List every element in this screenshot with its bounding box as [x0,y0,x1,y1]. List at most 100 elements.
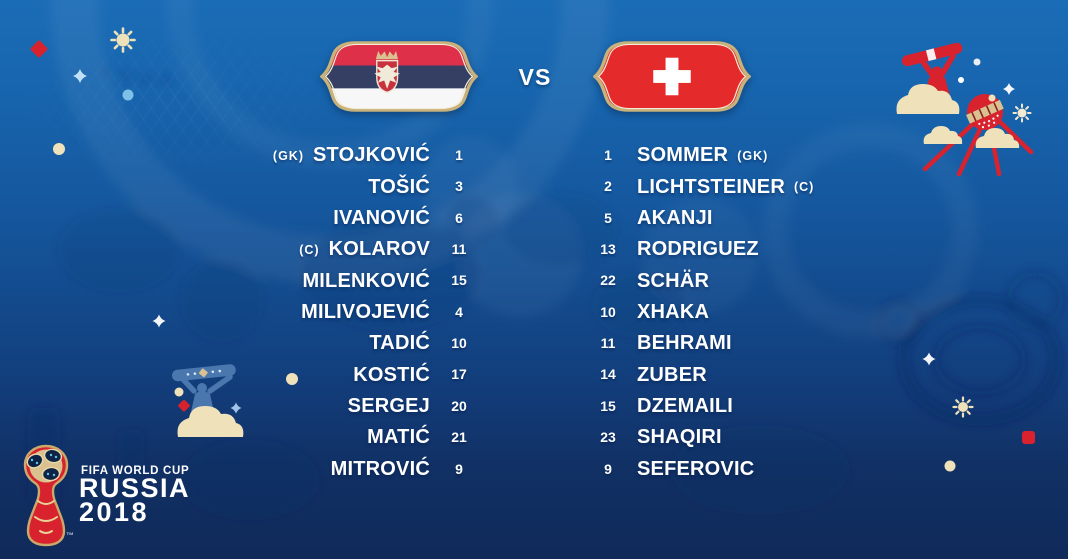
player-name: TADIĆ [369,332,430,355]
player-row: 13 RODRIGUEZ [580,234,920,265]
player-name: KOLAROV [328,238,430,261]
player-nameline: MILIVOJEVIĆ [301,297,430,328]
player-row: 9 SEFEROVIC [580,454,920,485]
player-number: 1 [455,147,463,163]
player-number: 15 [451,272,467,289]
player-nameline: SEFEROVIC [637,454,754,485]
serbia-flag-badge [320,41,478,112]
player-number: 21 [451,429,467,446]
player-nameline: ZUBER [637,359,707,390]
player-number: 20 [451,397,467,414]
player-name: MATIĆ [367,426,430,449]
player-row: 22 SCHÄR [580,265,920,296]
player-name: TOŠIĆ [368,175,430,198]
player-name: SHAQIRI [637,426,722,449]
player-number: 4 [455,303,463,320]
player-row: MITROVIĆ 9 [150,454,480,485]
player-name: LICHTSTEINER [637,175,785,198]
player-nameline: SCHÄR [637,265,709,296]
player-name: IVANOVIĆ [333,206,430,229]
player-number: 9 [455,460,463,477]
player-name: DZEMAILI [637,394,734,417]
player-nameline: DZEMAILI [637,391,733,422]
serbia-lineup-list: (GK) STOJKOVIĆ 1 TOŠIĆ 3 IVANOVIĆ 6 (C) KOLAROV 1… [150,140,480,486]
player-nameline: TADIĆ [369,328,430,359]
player-row: KOSTIĆ 17 [150,359,480,390]
player-nameline: MILENKOVIĆ [302,265,430,296]
player-number: 23 [600,429,616,446]
player-row: SERGEJ 20 [150,391,480,422]
player-name: BEHRAMI [637,332,732,355]
player-number: 11 [451,241,467,258]
player-row: (GK) STOJKOVIĆ 1 [150,140,480,171]
player-row: 1 SOMMER (GK) [580,140,920,171]
player-row: TADIĆ 10 [150,328,480,359]
vs-label: VS [518,64,552,90]
player-nameline: AKANJI [637,203,713,234]
sputnik-icon [922,94,1034,177]
player-number: 9 [604,460,612,477]
lattice-pattern [10,20,340,180]
player-row: MATIĆ 21 [150,422,480,453]
player-number: 10 [451,335,467,352]
player-nameline: RODRIGUEZ [637,234,759,265]
player-role-badge: (GK) [737,148,769,163]
cloud-icon [975,128,1020,148]
player-name: RODRIGUEZ [637,238,759,261]
sunburst-icon [952,396,974,418]
player-nameline: SERGEJ [348,391,430,422]
player-number: 13 [600,241,616,258]
dot-icon [944,460,956,472]
player-nameline: LICHTSTEINER (C) [637,171,814,202]
player-number: 5 [604,209,612,226]
player-number: 3 [455,178,463,195]
player-nameline: TOŠIĆ [368,171,430,202]
world-cup-trophy-logo [23,444,69,547]
player-number: 2 [604,178,612,195]
player-role-badge: (C) [299,242,320,257]
player-row: 14 ZUBER [580,359,920,390]
player-nameline: BEHRAMI [637,328,732,359]
switzerland-flag-badge [593,41,751,112]
player-name: AKANJI [637,206,713,229]
sparkle-icon [1003,83,1015,95]
player-name: STOJKOVIĆ [312,144,430,167]
diamond-icon [1022,431,1035,444]
russia-wordmark: RUSSIA [79,473,191,503]
player-name: MITROVIĆ [330,457,430,480]
player-row: 10 XHAKA [580,297,920,328]
player-row: MILENKOVIĆ 15 [150,265,480,296]
dot-icon [958,77,964,83]
sunburst-icon [1012,103,1032,123]
player-nameline: IVANOVIĆ [333,203,430,234]
switzerland-lineup-list: 1 SOMMER (GK) 2 LICHTSTEINER (C) 5 AKANJI 13 RODR… [580,140,920,486]
player-number: 6 [455,209,463,226]
player-name: ZUBER [637,363,707,386]
player-row: 2 LICHTSTEINER (C) [580,171,920,202]
player-row: 15 DZEMAILI [580,391,920,422]
player-number: 15 [600,397,616,414]
player-nameline: SHAQIRI [637,422,722,453]
player-nameline: (GK) STOJKOVIĆ [273,140,430,171]
player-row: MILIVOJEVIĆ 4 [150,297,480,328]
player-name: SCHÄR [637,269,710,292]
cloud-icon [923,126,963,144]
player-number: 10 [600,303,616,320]
player-name: SOMMER [637,144,729,167]
player-number: 17 [451,366,467,383]
stargazer-telescope-icon [896,42,963,114]
year-wordmark: 2018 [79,497,150,527]
dot-icon [973,58,981,66]
player-row: 23 SHAQIRI [580,422,920,453]
player-name: XHAKA [637,300,710,323]
player-name: KOSTIĆ [353,363,430,386]
player-row: 11 BEHRAMI [580,328,920,359]
player-name: MILENKOVIĆ [302,269,430,292]
player-row: 5 AKANJI [580,203,920,234]
trademark-symbol: ™ [66,531,74,540]
player-role-badge: (GK) [272,148,304,163]
player-number: 14 [600,366,616,383]
player-number: 22 [600,272,616,289]
player-role-badge: (C) [793,180,815,195]
